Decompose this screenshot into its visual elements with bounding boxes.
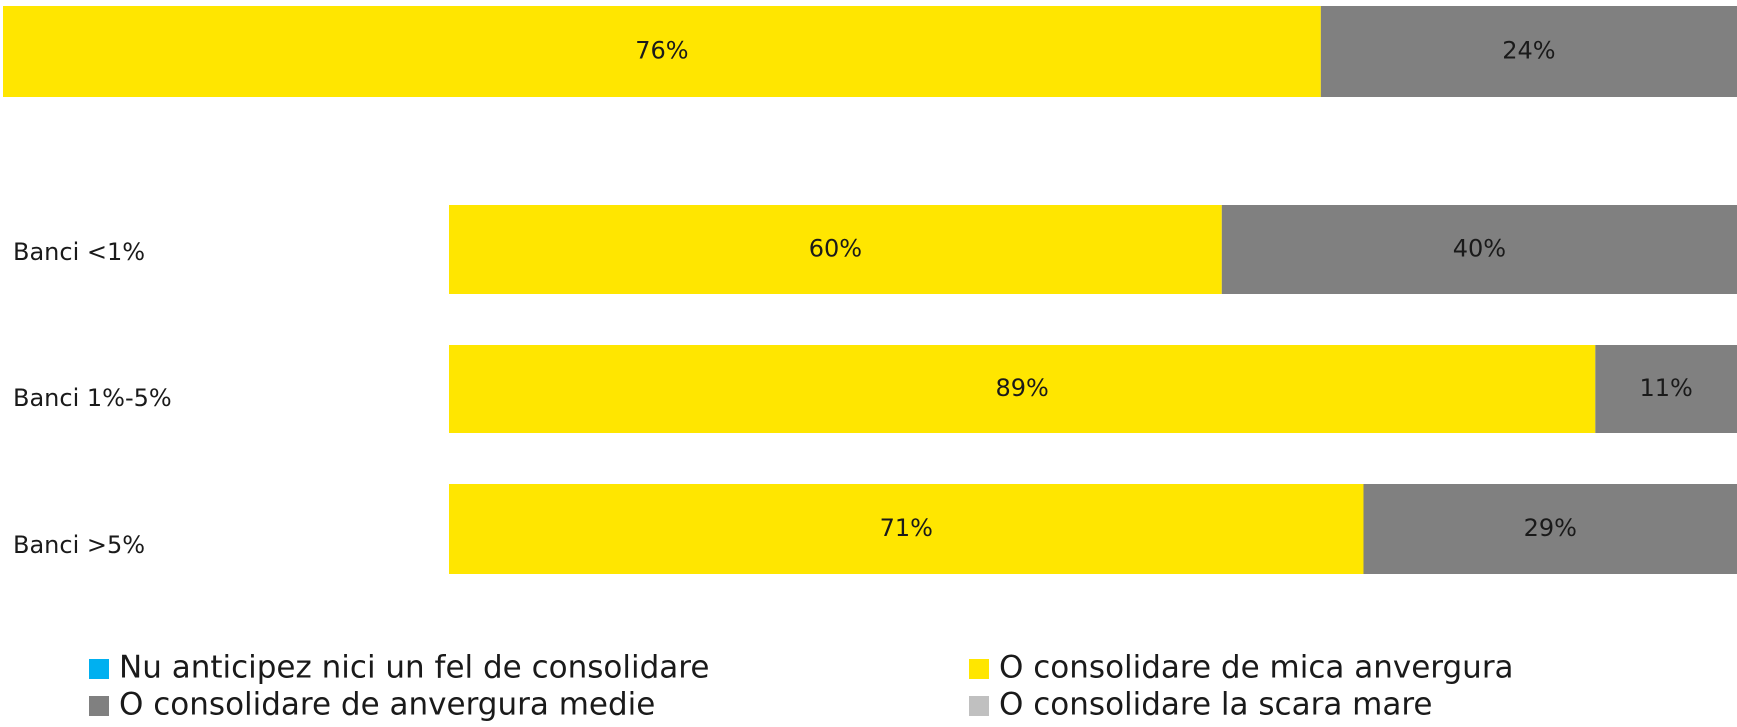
legend-label: O consolidare de mica anvergura [999,650,1514,686]
data-label: 11% [1639,374,1692,402]
data-label: 71% [880,514,933,542]
category-label: Banci 1%-5% [13,384,172,412]
data-label: 60% [809,235,862,263]
data-label: 89% [995,374,1048,402]
legend-swatch [969,696,989,716]
legend-label: O consolidare de anvergura medie [119,687,655,723]
category-label: Banci <1% [13,238,145,266]
data-label: 76% [635,37,688,65]
bar-segment [1221,205,1737,294]
bar-segment [3,6,1321,97]
data-label: 40% [1453,235,1506,263]
category-label: Banci >5% [13,531,145,559]
legend-swatch [89,696,109,716]
bar-segment [1595,345,1737,433]
legend-swatch [89,659,109,679]
bar-segment [449,205,1222,294]
legend-label: Nu anticipez nici un fel de consolidare [119,650,709,686]
data-label: 29% [1524,514,1577,542]
legend-label: O consolidare la scara mare [999,687,1433,723]
bar-segment [449,484,1364,574]
legend-swatch [969,659,989,679]
bar-segment [449,345,1596,433]
data-label: 24% [1502,37,1555,65]
bar-segment [1320,6,1737,97]
bar-segment [1363,484,1737,574]
